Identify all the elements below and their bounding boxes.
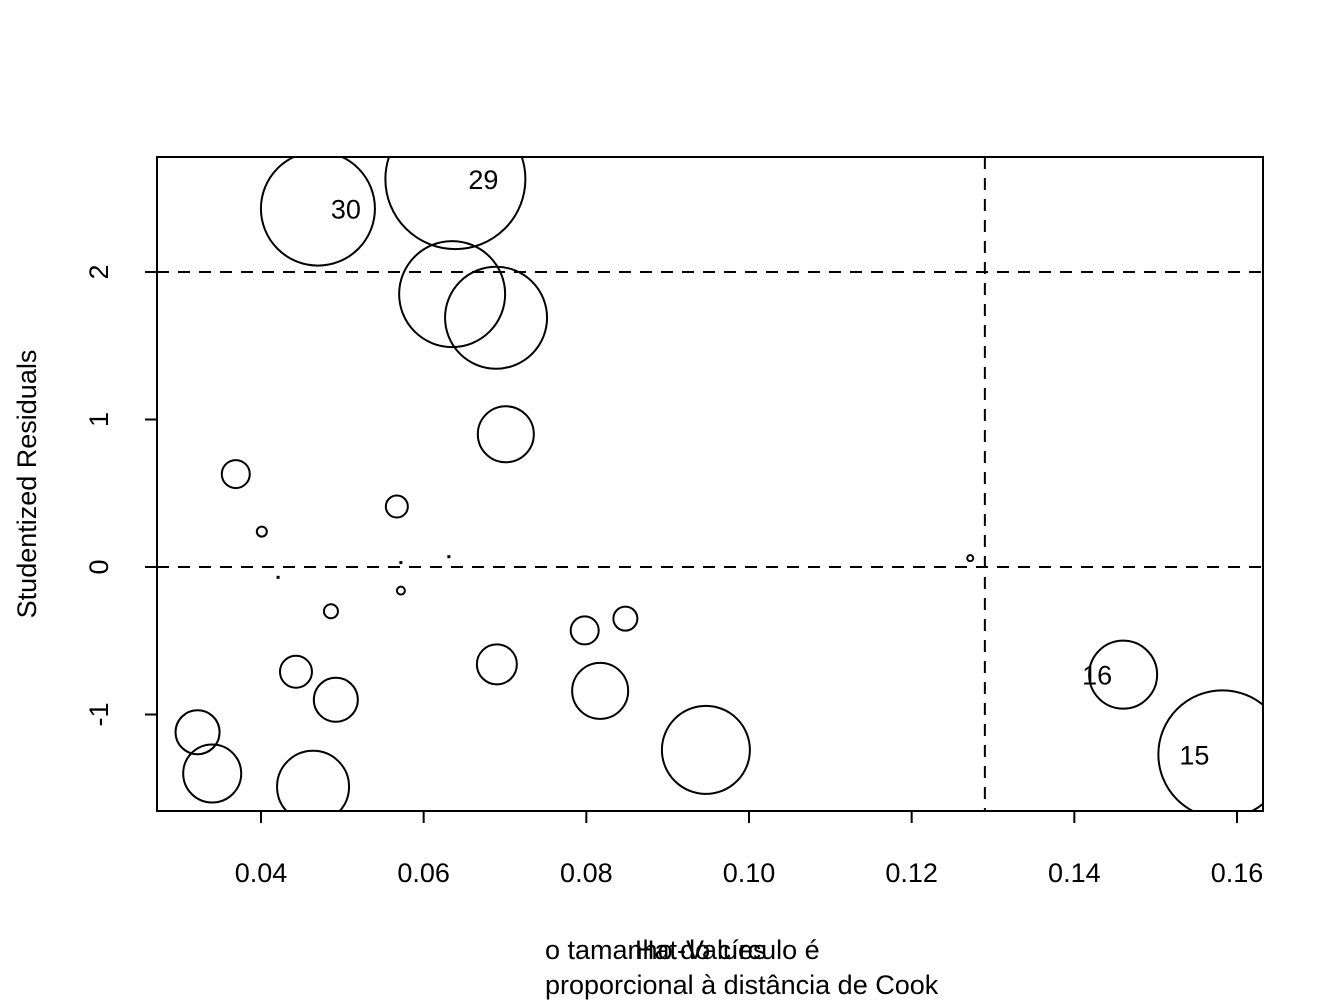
bubble-point bbox=[384, 494, 409, 519]
bubble-point bbox=[276, 575, 280, 579]
bubble-point bbox=[312, 676, 359, 723]
bubble-point bbox=[174, 709, 221, 756]
bubble-point bbox=[571, 661, 630, 720]
bubble-point bbox=[259, 157, 376, 267]
x-tick-label: 0.12 bbox=[885, 858, 938, 888]
point-label: 15 bbox=[1179, 740, 1209, 770]
bubble-point bbox=[660, 704, 751, 795]
bubble-point bbox=[278, 654, 313, 689]
x-tick-label: 0.14 bbox=[1048, 858, 1101, 888]
bubble-point bbox=[475, 643, 518, 686]
y-axis-title: Studentized Residuals bbox=[12, 350, 42, 619]
caption-line-2: proporcional à distância de Cook bbox=[545, 970, 939, 1000]
bubble-point bbox=[1157, 689, 1263, 811]
bubble-point bbox=[612, 605, 639, 632]
bubble-point bbox=[399, 561, 403, 565]
point-label: 30 bbox=[331, 195, 361, 225]
bubble-point bbox=[395, 585, 406, 596]
x-axis: 0.04 0.06 0.08 0.10 0.12 0.14 0.16 bbox=[235, 811, 1264, 888]
bubble-point bbox=[444, 265, 549, 370]
bubble-point bbox=[255, 525, 268, 538]
caption-line-1: o tamanho do círculo é bbox=[545, 935, 820, 965]
bubble-point bbox=[182, 743, 243, 804]
bubble-point bbox=[398, 240, 507, 349]
y-tick-label: 0 bbox=[84, 559, 114, 574]
bubble-point bbox=[220, 459, 251, 490]
x-tick-label: 0.04 bbox=[235, 858, 288, 888]
x-tick-label: 0.08 bbox=[560, 858, 613, 888]
bubble-point bbox=[476, 405, 535, 464]
x-axis-title: Hat-Values o tamanho do círculo é bbox=[545, 934, 820, 967]
y-axis: -1 0 1 2 bbox=[84, 264, 157, 727]
x-axis-title-text: Hat-Values bbox=[635, 935, 767, 965]
point-label: 16 bbox=[1082, 661, 1112, 691]
bubble-point bbox=[966, 554, 975, 563]
reference-lines bbox=[157, 157, 1263, 811]
bubble-point bbox=[569, 615, 600, 646]
bubble-point bbox=[1088, 639, 1159, 710]
point-label: 29 bbox=[468, 165, 498, 195]
bubbles bbox=[174, 157, 1263, 811]
x-tick-label: 0.06 bbox=[397, 858, 450, 888]
point-labels: 30 29 16 15 bbox=[331, 165, 1209, 770]
bubble-point bbox=[276, 749, 351, 811]
x-tick-label: 0.16 bbox=[1211, 858, 1264, 888]
y-tick-label: 1 bbox=[84, 412, 114, 427]
x-tick-label: 0.10 bbox=[723, 858, 776, 888]
plot-frame bbox=[156, 156, 1264, 812]
bubble-point bbox=[384, 157, 527, 251]
y-tick-label: -1 bbox=[84, 702, 114, 726]
y-tick-label: 2 bbox=[84, 264, 114, 279]
bubble-point bbox=[447, 555, 451, 559]
bubble-point bbox=[322, 603, 339, 620]
